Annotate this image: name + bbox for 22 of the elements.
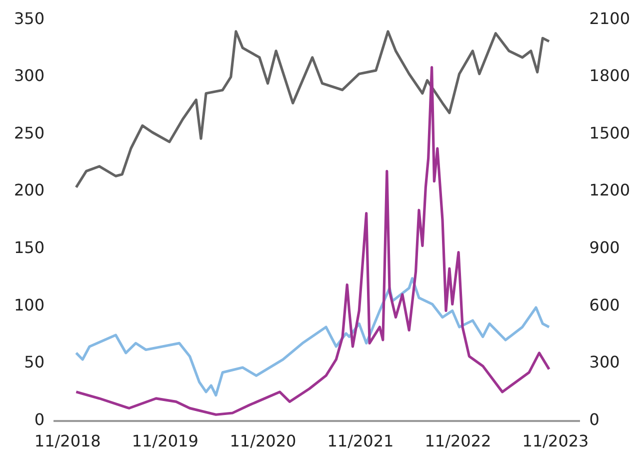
y2-tick-label: 300: [589, 352, 620, 372]
x-tick-label: 11/2020: [230, 432, 296, 451]
y-tick-label: 300: [14, 66, 45, 86]
y-tick-label: 100: [14, 295, 45, 314]
x-tick-label: 11/2021: [327, 432, 394, 451]
y2-tick-label: 1800: [589, 66, 630, 86]
y-tick-label: 0: [34, 410, 45, 429]
y2-tick-label: 900: [589, 238, 620, 258]
y-tick-label: 200: [14, 180, 45, 200]
y2-tick-label: 600: [589, 295, 620, 314]
y-tick-label: 350: [14, 8, 45, 28]
y-tick-label: 50: [24, 352, 45, 372]
y2-tick-label: 2100: [589, 8, 630, 28]
x-tick-label: 11/2018: [34, 432, 101, 451]
y2-tick-label: 1200: [589, 180, 630, 200]
y2-tick-label: 0: [589, 410, 600, 429]
x-tick-label: 11/2023: [522, 432, 589, 451]
y-tick-label: 250: [14, 123, 45, 142]
x-tick-label: 11/2022: [424, 432, 492, 451]
x-tick-label: 11/2019: [132, 432, 198, 451]
y2-tick-label: 1500: [589, 123, 630, 142]
y-tick-label: 150: [14, 238, 45, 258]
